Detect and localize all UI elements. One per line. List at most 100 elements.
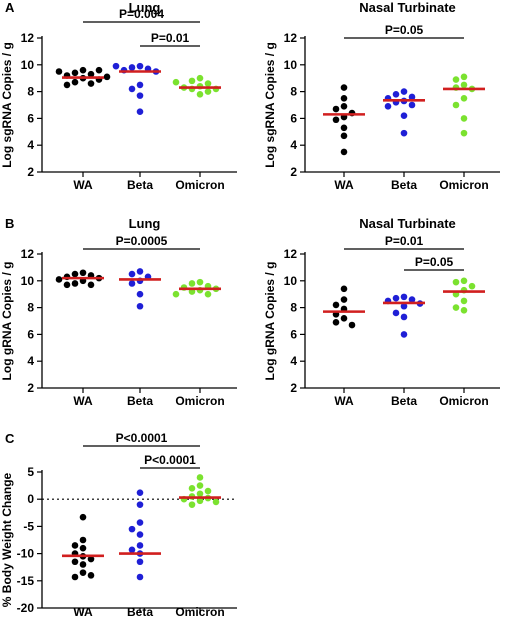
y-tick-label: 4 (290, 138, 297, 152)
data-point-beta (128, 85, 136, 93)
data-point-beta (136, 501, 144, 508)
data-point-wa (71, 558, 79, 566)
data-point-wa (71, 69, 79, 77)
x-tick-label: WA (73, 178, 93, 192)
y-tick-label: 6 (290, 327, 297, 341)
data-point-omicron (196, 278, 204, 286)
x-tick-label: Omicron (439, 394, 488, 408)
y-tick-label: 8 (27, 85, 34, 99)
y-tick-label: 0 (27, 492, 34, 506)
data-point-wa (340, 315, 348, 322)
panel-3: B Lung 2 4 6 8 10 12 Log gRNA Copies / g WA Beta Om… (0, 216, 237, 408)
p-value-label: P=0.05 (415, 255, 454, 269)
data-point-wa (340, 95, 348, 102)
x-tick-label: WA (73, 394, 93, 408)
y-axis-label: Log gRNA Copies / g (263, 262, 277, 381)
x-tick-label: Omicron (439, 178, 488, 192)
y-tick-label: 4 (27, 354, 34, 368)
data-point-omicron (196, 497, 204, 505)
y-tick-label: 10 (284, 58, 298, 72)
data-point-beta (136, 81, 144, 89)
y-tick-label: 12 (21, 247, 35, 261)
data-point-omicron (212, 498, 220, 506)
data-point-wa (63, 81, 71, 89)
x-tick-label: Omicron (175, 394, 224, 408)
y-tick-label: 12 (21, 31, 35, 45)
data-point-omicron (460, 277, 468, 285)
data-point-wa (340, 84, 348, 91)
x-tick-label: Beta (127, 178, 153, 192)
data-point-beta (136, 108, 144, 115)
y-tick-label: 10 (21, 58, 35, 72)
data-point-beta (392, 294, 400, 302)
x-tick-label: WA (334, 178, 354, 192)
y-tick-label: 8 (290, 85, 297, 99)
y-tick-label: 6 (27, 111, 34, 125)
data-point-wa (71, 573, 79, 581)
data-point-omicron (460, 115, 468, 122)
y-tick-label: 12 (284, 31, 298, 45)
data-point-wa (340, 103, 348, 110)
data-point-wa (63, 281, 71, 289)
data-point-omicron (172, 290, 180, 298)
data-point-omicron (188, 501, 196, 508)
p-value-label: P<0.0001 (144, 453, 196, 467)
data-point-wa (340, 285, 348, 293)
data-point-wa (79, 513, 87, 521)
p-value-label: P=0.01 (385, 234, 424, 248)
data-point-beta (136, 542, 144, 549)
data-point-omicron (204, 88, 212, 95)
y-axis-label: Log gRNA Copies / g (0, 262, 14, 381)
data-point-wa (71, 270, 79, 278)
data-point-wa (348, 321, 356, 329)
data-point-wa (87, 281, 95, 289)
y-tick-label: -5 (23, 519, 34, 533)
y-axis-label: Log sgRNA Copies / g (263, 42, 277, 168)
y-tick-label: 2 (290, 381, 297, 395)
data-point-wa (332, 301, 340, 309)
data-point-beta (136, 62, 144, 70)
data-point-wa (332, 105, 340, 113)
data-point-omicron (188, 485, 196, 492)
data-point-omicron (460, 95, 468, 102)
data-point-beta (128, 280, 136, 287)
p-value-label: P=0.01 (151, 31, 190, 45)
data-point-wa (340, 132, 348, 140)
data-point-wa (87, 70, 95, 78)
panel-title: Lung (129, 216, 161, 231)
y-axis-label: Log sgRNA Copies / g (0, 42, 14, 168)
panel-5: C -20 -15 -10 -5 0 5 % Body Weight Change WA Beta… (0, 431, 237, 619)
data-point-wa (340, 124, 348, 132)
y-tick-label: 6 (290, 111, 297, 125)
x-tick-label: WA (73, 605, 93, 619)
data-point-wa (71, 78, 79, 86)
data-point-beta (400, 293, 408, 301)
data-point-beta (392, 309, 400, 317)
y-tick-label: 2 (27, 381, 34, 395)
y-tick-label: 10 (21, 274, 35, 288)
panel-title: Lung (129, 0, 161, 15)
y-tick-label: -20 (17, 601, 35, 615)
panel-1: A Lung 2 4 6 8 10 12 Log sgRNA Copies / g WA Beta O… (0, 0, 237, 192)
data-point-beta (408, 101, 416, 109)
data-point-omicron (196, 90, 204, 98)
data-point-wa (332, 319, 340, 326)
data-point-wa (87, 572, 95, 579)
x-tick-label: WA (334, 394, 354, 408)
data-point-omicron (196, 74, 204, 82)
panel-letter: A (5, 0, 15, 15)
data-point-wa (332, 116, 340, 124)
data-point-omicron (196, 474, 204, 481)
data-point-omicron (196, 482, 204, 489)
data-point-wa (55, 68, 63, 75)
data-point-omicron (452, 304, 460, 311)
p-value-label: P=0.004 (119, 7, 164, 21)
x-tick-label: Beta (391, 178, 417, 192)
data-point-wa (79, 569, 87, 576)
data-point-beta (136, 290, 144, 298)
y-tick-label: 4 (290, 354, 297, 368)
y-tick-label: 2 (27, 165, 34, 179)
x-tick-label: Beta (127, 605, 153, 619)
data-point-omicron (204, 487, 212, 495)
y-tick-label: 5 (27, 465, 34, 479)
